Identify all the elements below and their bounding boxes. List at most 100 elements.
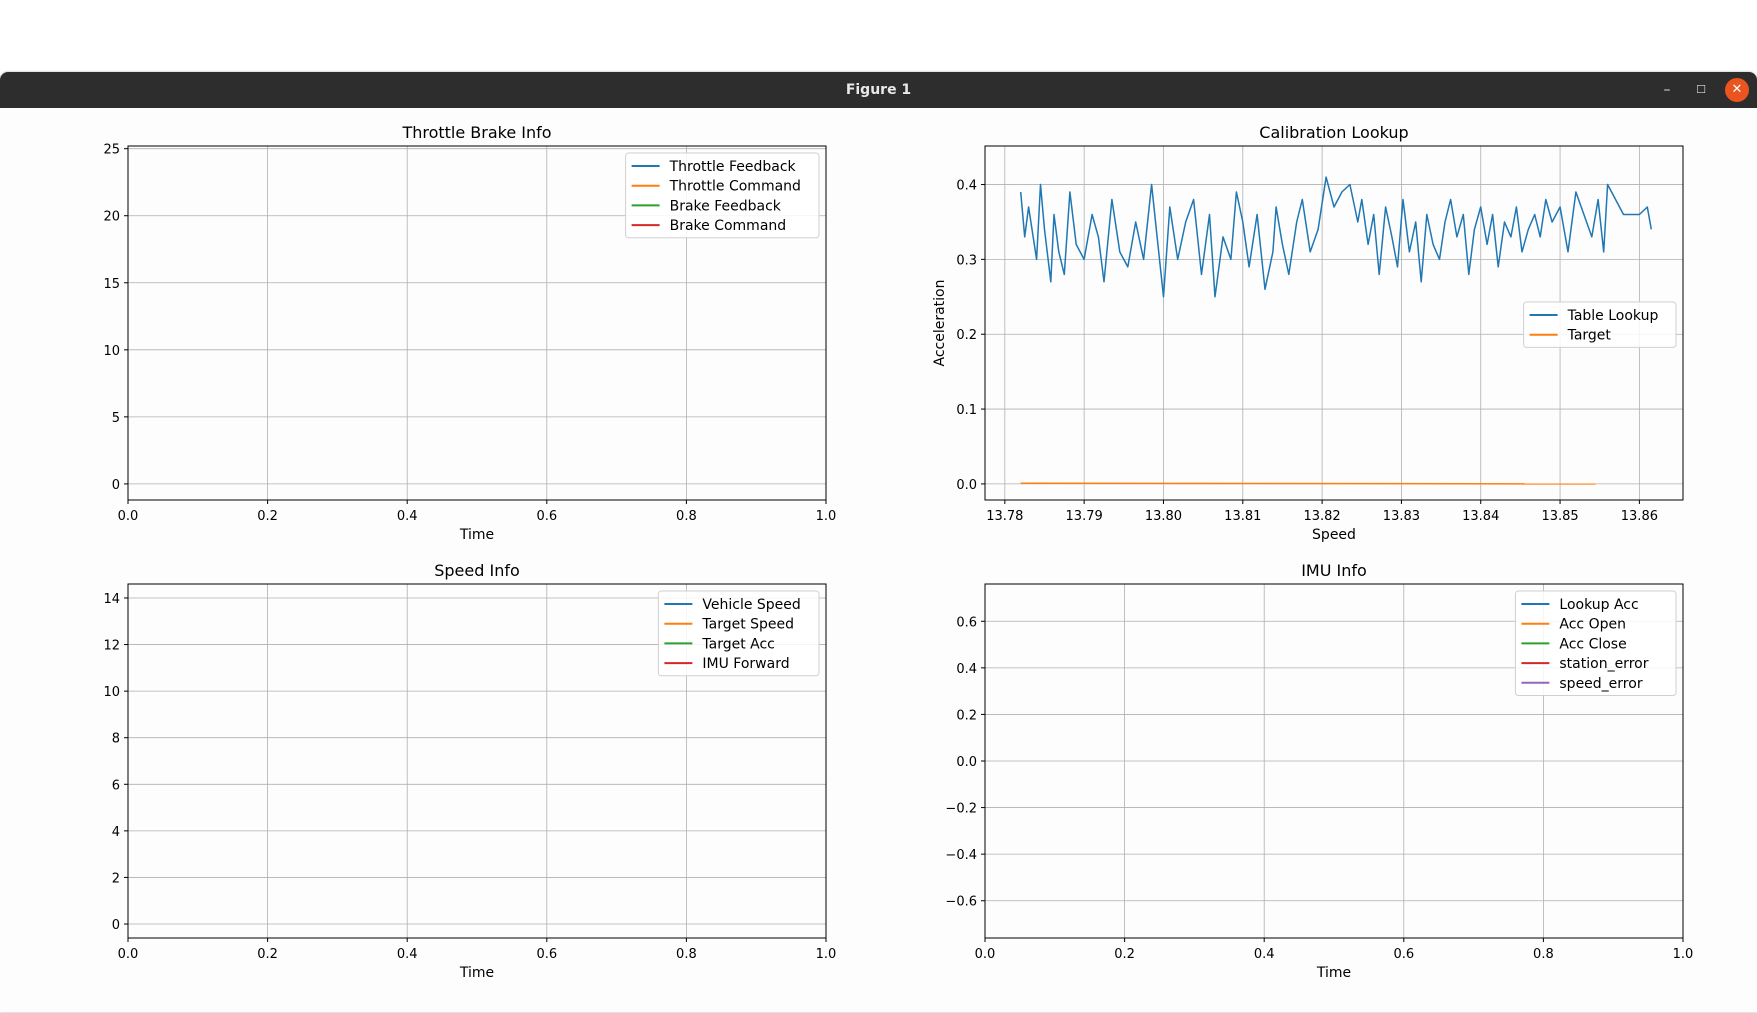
legend: Lookup Acc Acc Open Acc Close station_error… <box>1514 590 1677 696</box>
y-tick-label: 0.2 <box>956 328 977 343</box>
chart-1: 13.78 13.79 13.80 13.81 13.82 13.83 13.84 13.85… <box>932 123 1684 543</box>
chart-2: 0.0 0.2 0.4 0.6 0.8 1.0 0 2 4 6 8 10 12 14 Speed Info T… <box>103 561 836 981</box>
x-tick-label: 0.6 <box>1393 947 1414 962</box>
x-axis-label: Time <box>459 527 494 543</box>
legend-label: Table Lookup <box>1567 308 1659 324</box>
legend-label: Acc Open <box>1559 617 1626 633</box>
x-tick-label: 0.4 <box>1254 947 1275 962</box>
legend-label: station_error <box>1559 656 1648 672</box>
legend-frame <box>625 152 820 239</box>
y-tick-label: 14 <box>103 592 120 607</box>
x-axis-label: Speed <box>1312 527 1356 543</box>
y-axis-label: Acceleration <box>932 280 948 367</box>
y-tick-label: 2 <box>112 871 120 886</box>
x-tick-label: 13.84 <box>1462 509 1499 524</box>
x-tick-label: 13.83 <box>1383 509 1420 524</box>
y-tick-label: 0 <box>112 918 120 933</box>
chart-title: Throttle Brake Info <box>401 123 551 142</box>
y-tick-label: 0 <box>112 478 120 493</box>
x-tick-label: 0.0 <box>118 509 139 524</box>
legend: Table Lookup Target <box>1523 301 1677 348</box>
legend-label: IMU Forward <box>702 656 789 672</box>
legend-frame <box>1514 590 1677 696</box>
legend-label: Acc Close <box>1559 636 1626 652</box>
x-tick-label: 0.2 <box>1114 947 1135 962</box>
x-tick-label: 1.0 <box>816 947 837 962</box>
chart-title: Speed Info <box>434 561 520 580</box>
x-tick-label: 0.8 <box>676 509 697 524</box>
y-tick-label: −0.2 <box>945 802 977 817</box>
series-line-1 <box>1020 482 1596 485</box>
chart-3: 0.0 0.2 0.4 0.6 0.8 1.0 −0.6 −0.4 −0.2 0.0 0.2 0.4 0… <box>945 561 1693 981</box>
legend-frame <box>657 590 820 677</box>
x-tick-label: 0.0 <box>975 947 996 962</box>
x-tick-label: 0.2 <box>257 947 278 962</box>
y-tick-label: 0.0 <box>956 755 977 770</box>
axes-frame <box>127 145 827 501</box>
legend-label: Brake Command <box>670 218 787 234</box>
y-tick-label: −0.4 <box>945 848 977 863</box>
x-axis-label: Time <box>1316 965 1351 981</box>
x-tick-label: 0.8 <box>676 947 697 962</box>
window-title: Figure 1 <box>845 82 912 98</box>
x-tick-label: 0.4 <box>397 509 418 524</box>
chart-title: IMU Info <box>1301 561 1367 580</box>
title-bar[interactable]: Figure 1 – ☐ ✕ <box>0 72 1757 108</box>
legend-label: Throttle Command <box>669 179 801 195</box>
x-axis-label: Time <box>459 965 494 981</box>
x-tick-label: 0.2 <box>257 509 278 524</box>
series-line-0 <box>1019 176 1653 298</box>
y-tick-label: 4 <box>112 825 120 840</box>
y-tick-label: 15 <box>103 277 120 292</box>
y-tick-label: −0.6 <box>945 895 977 910</box>
y-tick-label: 0.1 <box>956 403 977 418</box>
y-tick-label: 0.0 <box>956 478 977 493</box>
y-tick-label: 25 <box>103 143 120 158</box>
axes-frame <box>127 583 827 939</box>
y-tick-label: 0.2 <box>956 708 977 723</box>
x-tick-label: 1.0 <box>1673 947 1694 962</box>
x-tick-label: 13.85 <box>1541 509 1578 524</box>
y-tick-label: 0.4 <box>956 179 977 194</box>
x-tick-label: 0.6 <box>536 509 557 524</box>
legend-label: Vehicle Speed <box>702 597 800 613</box>
y-tick-label: 12 <box>103 639 120 654</box>
legend-label: Target Acc <box>701 636 775 652</box>
minimize-icon[interactable]: – <box>1663 82 1671 98</box>
x-tick-label: 13.82 <box>1303 509 1340 524</box>
y-tick-label: 0.6 <box>956 615 977 630</box>
x-tick-label: 0.4 <box>397 947 418 962</box>
legend-label: speed_error <box>1559 676 1642 692</box>
figure-window: Figure 1 – ☐ ✕ 0.0 0.2 0.4 0.6 0.8 1.0 0 5 10 15 2… <box>0 72 1757 1012</box>
chart-title: Calibration Lookup <box>1259 123 1408 142</box>
legend-frame <box>1523 301 1677 348</box>
y-tick-label: 0.4 <box>956 662 977 677</box>
y-tick-label: 10 <box>103 344 120 359</box>
legend-label: Lookup Acc <box>1559 597 1638 613</box>
legend: Throttle Feedback Throttle Command Brake F… <box>625 152 820 239</box>
chart-0: 0.0 0.2 0.4 0.6 0.8 1.0 0 5 10 15 20 25 Throttle Bra… <box>103 123 836 543</box>
legend-label: Target Speed <box>701 617 794 633</box>
y-tick-label: 8 <box>112 732 120 747</box>
y-tick-label: 5 <box>112 411 120 426</box>
x-tick-label: 13.80 <box>1145 509 1182 524</box>
legend-label: Brake Feedback <box>670 198 782 214</box>
y-tick-label: 0.3 <box>956 253 977 268</box>
y-tick-label: 10 <box>103 685 120 700</box>
x-tick-label: 1.0 <box>816 509 837 524</box>
x-tick-label: 0.6 <box>536 947 557 962</box>
close-icon[interactable]: ✕ <box>1725 78 1749 102</box>
legend-label: Target <box>1567 328 1612 344</box>
axes-frame <box>984 145 1684 501</box>
x-tick-label: 13.78 <box>986 509 1023 524</box>
maximize-icon[interactable]: ☐ <box>1696 83 1706 96</box>
x-tick-label: 0.8 <box>1533 947 1554 962</box>
y-tick-label: 20 <box>103 210 120 225</box>
y-tick-label: 6 <box>112 778 120 793</box>
x-tick-label: 13.81 <box>1224 509 1261 524</box>
x-tick-label: 13.86 <box>1621 509 1658 524</box>
legend-label: Throttle Feedback <box>669 159 797 175</box>
x-tick-label: 13.79 <box>1066 509 1103 524</box>
legend: Vehicle Speed Target Speed Target Acc IMU F… <box>657 590 820 677</box>
